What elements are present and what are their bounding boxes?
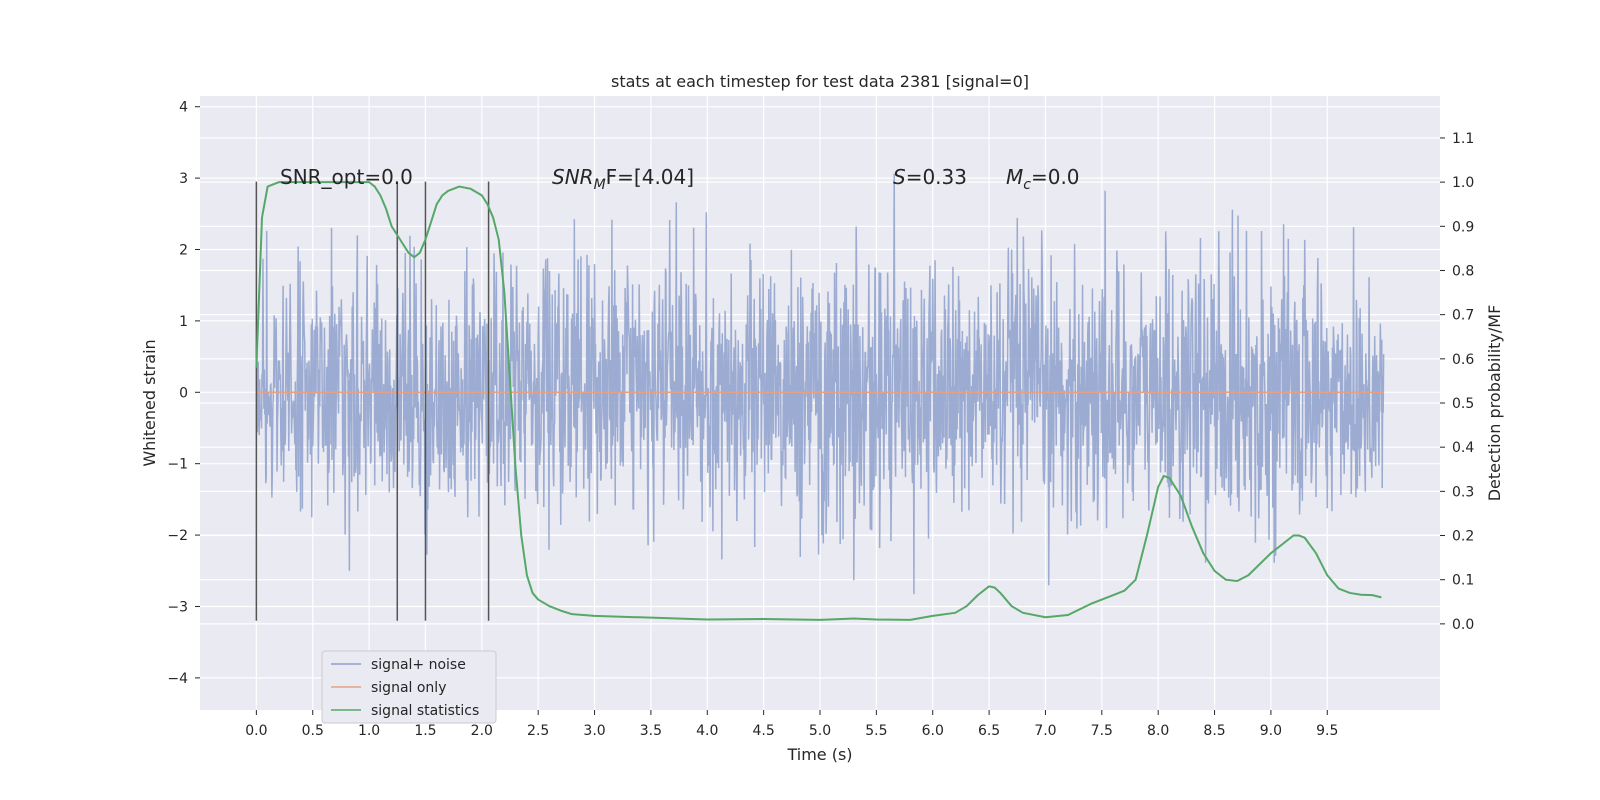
snr-mf-value-f: F=[4.04] xyxy=(606,165,694,189)
s-annotation: S=0.33 xyxy=(893,165,967,189)
mc-annotation: Mc=0.0 xyxy=(1006,165,1080,193)
y-right-tick-label: 0.9 xyxy=(1452,219,1474,235)
chart-title: stats at each timestep for test data 238… xyxy=(611,72,1029,91)
x-tick-label: 3.5 xyxy=(640,723,662,739)
snr-mf-annotation: SNRMF=[4.04] xyxy=(552,165,694,193)
y-right-tick-label: 0.6 xyxy=(1452,352,1474,368)
s-value: =0.33 xyxy=(906,165,967,189)
legend-label-noise: signal+ noise xyxy=(371,657,466,673)
y-left-tick-label: −3 xyxy=(167,599,188,615)
x-tick-label: 6.5 xyxy=(978,723,1000,739)
x-tick-label: 4.0 xyxy=(696,723,718,739)
legend-label-signal-only: signal only xyxy=(371,680,446,696)
x-tick-label: 8.5 xyxy=(1203,723,1225,739)
y-left-tick-label: 0 xyxy=(179,385,188,401)
x-axis-ticks: 0.0 0.5 1.0 1.5 2.0 2.5 3.0 3.5 4.0 4.5 5.0 5.5 6.0 6… xyxy=(245,710,1338,739)
legend: signal+ noise signal only signal statist… xyxy=(321,650,497,724)
y-right-tick-label: 1.1 xyxy=(1452,131,1474,147)
noise-series xyxy=(255,173,1385,595)
legend-box xyxy=(321,650,497,724)
y-right-tick-label: 0.3 xyxy=(1452,484,1474,500)
y-left-tick-label: −2 xyxy=(167,528,188,544)
snr-mf-subscript: M xyxy=(594,177,606,193)
x-tick-label: 1.5 xyxy=(414,723,436,739)
y-left-tick-label: 3 xyxy=(179,171,188,187)
s-name: S xyxy=(893,165,906,189)
snr-mf-value: F=[4.04] xyxy=(606,165,694,189)
y-right-tick-label: 0.8 xyxy=(1452,263,1474,279)
y-left-tick-label: 1 xyxy=(179,314,188,330)
x-tick-label: 9.5 xyxy=(1316,723,1338,739)
y-right-tick-label: 0.0 xyxy=(1452,617,1474,633)
x-tick-label: 1.0 xyxy=(358,723,380,739)
legend-label-statistics: signal statistics xyxy=(371,703,479,719)
mc-name: M xyxy=(1006,165,1023,189)
y-right-tick-label: 0.2 xyxy=(1452,529,1474,545)
x-tick-label: 3.0 xyxy=(583,723,605,739)
y-right-tick-label: 0.5 xyxy=(1452,396,1474,412)
snr-opt-annotation: SNR_opt=0.0 xyxy=(280,165,413,189)
x-tick-label: 0.5 xyxy=(302,723,324,739)
vertical-markers xyxy=(255,181,490,621)
y-right-tick-label: 1.0 xyxy=(1452,175,1474,191)
y-left-tick-label: 2 xyxy=(179,243,188,259)
mc-value: =0.0 xyxy=(1031,165,1080,189)
left-y-axis-ticks: −4 −3 −2 −1 0 1 2 3 4 xyxy=(167,100,200,687)
right-y-axis-label: Detection probability/MF xyxy=(1485,305,1504,502)
signal-statistics-series xyxy=(255,181,1382,621)
x-tick-label: 9.0 xyxy=(1260,723,1282,739)
x-tick-label: 7.5 xyxy=(1091,723,1113,739)
y-right-tick-label: 0.7 xyxy=(1452,308,1474,324)
mc-subscript: c xyxy=(1023,177,1031,193)
y-left-tick-label: 4 xyxy=(179,100,188,116)
x-tick-label: 2.0 xyxy=(471,723,493,739)
x-axis-label: Time (s) xyxy=(786,745,852,764)
x-tick-label: 2.5 xyxy=(527,723,549,739)
x-tick-label: 8.0 xyxy=(1147,723,1169,739)
x-tick-label: 5.5 xyxy=(865,723,887,739)
right-y-axis-ticks: 0.0 0.1 0.2 0.3 0.4 0.5 0.6 0.7 0.8 0.9 1.0 1.1 xyxy=(1440,131,1474,633)
snr-mf-name: SNR xyxy=(552,165,594,189)
x-tick-label: 5.0 xyxy=(809,723,831,739)
y-right-tick-label: 0.4 xyxy=(1452,440,1474,456)
x-tick-label: 4.5 xyxy=(753,723,775,739)
y-right-tick-label: 0.1 xyxy=(1452,573,1474,589)
signal-statistics-line xyxy=(255,181,1382,621)
x-tick-label: 6.0 xyxy=(922,723,944,739)
y-left-tick-label: −1 xyxy=(167,457,188,473)
signal-noise-line xyxy=(255,173,1385,595)
x-tick-label: 0.0 xyxy=(245,723,267,739)
y-left-tick-label: −4 xyxy=(167,671,188,687)
left-y-axis-label: Whitened strain xyxy=(140,339,159,466)
x-tick-label: 7.0 xyxy=(1034,723,1056,739)
